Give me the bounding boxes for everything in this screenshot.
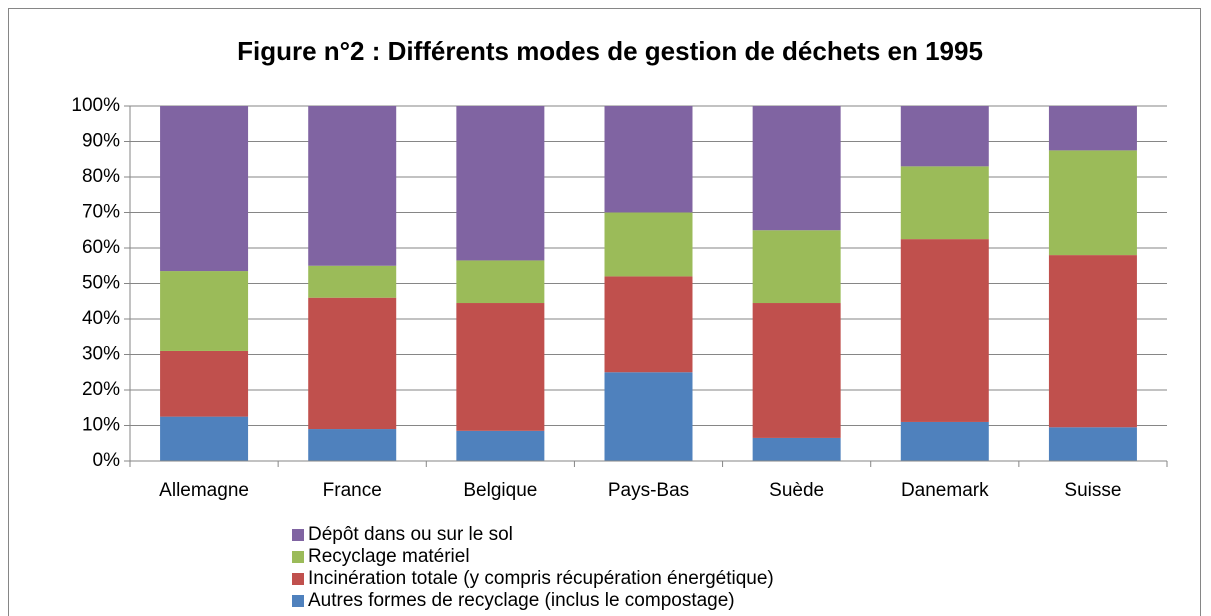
legend-label: Autres formes de recyclage (inclus le co… [308,590,735,611]
bar-segment [1048,150,1137,256]
bar-segment [1048,106,1137,151]
bar-segment [456,260,545,304]
bar-segment [900,421,989,461]
bar-segment [752,437,841,461]
x-tick-label: Suisse [1064,480,1121,501]
bar-segment [308,106,397,266]
bar-segment [752,230,841,304]
bar-segment [1048,255,1137,428]
y-tick-label: 20% [82,379,120,400]
x-tick-label: Pays-Bas [608,480,689,501]
legend-swatch [292,595,304,607]
y-tick-label: 80% [82,166,120,187]
x-tick-label: Allemagne [159,480,249,501]
bar-segment [604,212,693,277]
bar-segment [1048,427,1137,461]
bar-segment [160,271,249,351]
bar-segment [308,297,397,430]
bar-segment [604,276,693,373]
x-tick-label: Belgique [463,480,537,501]
legend-label: Incinération totale (y compris récupérat… [308,568,774,589]
y-tick-label: 0% [93,450,121,471]
x-tick-label: Danemark [901,480,989,501]
chart-title: Figure n°2 : Différents modes de gestion… [237,36,983,66]
bar-segment [160,416,249,461]
legend-label: Dépôt dans ou sur le sol [308,524,513,545]
bar-segment [752,303,841,438]
y-tick-label: 10% [82,415,120,436]
bar-segment [308,265,397,298]
y-tick-label: 100% [71,95,120,116]
y-tick-label: 50% [82,273,120,294]
bar-segment [160,106,249,272]
y-tick-label: 40% [82,308,120,329]
y-tick-label: 90% [82,131,120,152]
bar-segment [456,430,545,461]
bar-segment [604,106,693,213]
y-tick-label: 60% [82,237,120,258]
legend-label: Recyclage matériel [308,546,470,567]
bar-segment [900,166,989,240]
bar-segment [456,303,545,431]
x-tick-label: France [323,480,382,501]
y-tick-label: 70% [82,202,120,223]
bar-segment [456,106,545,261]
x-tick-label: Suède [769,480,824,501]
bar-segment [900,239,989,422]
bar-segment [308,429,397,461]
bar-segment [160,350,249,417]
y-tick-label: 30% [82,344,120,365]
bar-segment [752,106,841,231]
legend-swatch [292,529,304,541]
legend-swatch [292,551,304,563]
legend-swatch [292,573,304,585]
bar-segment [604,372,693,461]
bar-segment [900,106,989,167]
